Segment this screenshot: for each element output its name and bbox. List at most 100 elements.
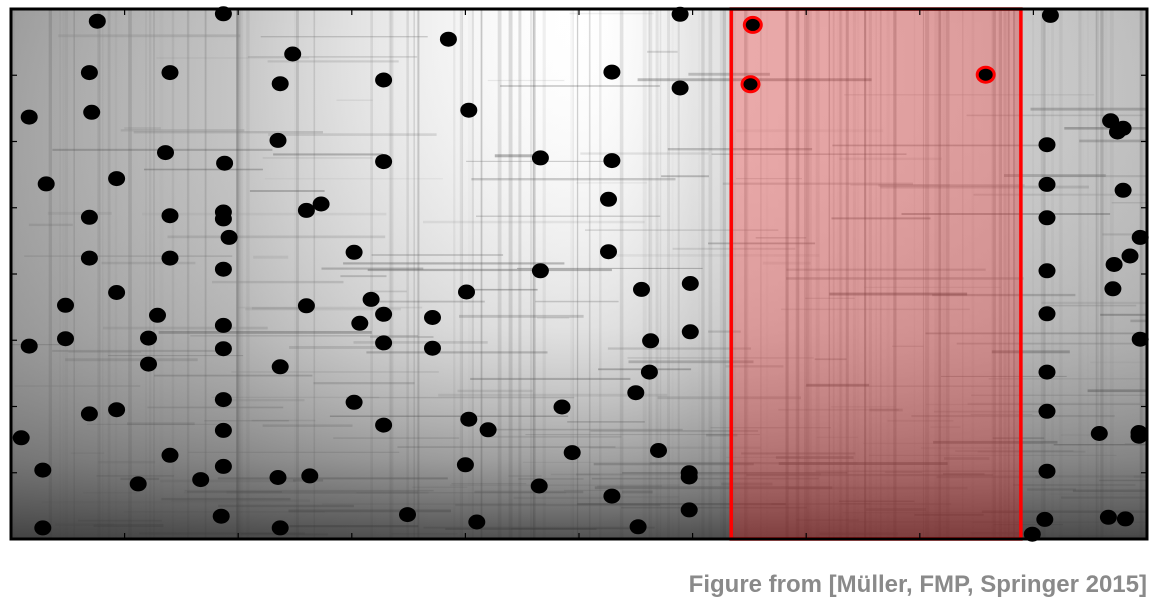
peak-point xyxy=(297,202,315,218)
peak-point-highlighted xyxy=(740,75,761,94)
peak-point xyxy=(362,291,380,307)
peak-point xyxy=(108,171,126,187)
peak-point xyxy=(642,333,660,349)
peak-point xyxy=(531,150,549,166)
peak-point xyxy=(161,447,179,463)
peak-point xyxy=(563,445,581,461)
peak-point xyxy=(297,298,315,314)
peak-point xyxy=(375,335,393,351)
peak-point xyxy=(375,72,393,88)
peak-point xyxy=(269,470,287,485)
peak-point xyxy=(129,476,147,492)
peak-point xyxy=(633,281,650,297)
peak-point xyxy=(1038,176,1056,192)
peak-point xyxy=(650,443,667,458)
peak-point xyxy=(424,340,441,356)
peak-point xyxy=(161,208,179,224)
peak-point xyxy=(627,385,645,401)
peak-point xyxy=(108,402,126,418)
peak-point-highlighted xyxy=(742,15,763,34)
peak-point xyxy=(161,250,179,266)
peak-point xyxy=(20,109,38,125)
peak-point xyxy=(34,462,52,478)
peak-point xyxy=(140,330,157,346)
peak-point xyxy=(37,176,55,192)
peak-point xyxy=(108,285,126,300)
peak-point xyxy=(640,364,658,380)
peak-point xyxy=(1102,113,1120,129)
peak-point xyxy=(458,284,475,300)
peak-point xyxy=(34,520,52,536)
peak-point xyxy=(1116,511,1134,527)
peak-point xyxy=(553,399,571,415)
peak-point xyxy=(214,458,232,474)
peak-point xyxy=(375,306,393,322)
peak-point xyxy=(1121,248,1139,264)
peak-point xyxy=(1038,137,1056,153)
peak-point xyxy=(681,324,699,340)
peak-point xyxy=(157,145,174,161)
peak-point xyxy=(531,263,549,279)
peak-point xyxy=(1038,210,1056,226)
peak-point-highlighted xyxy=(975,65,996,84)
peak-point xyxy=(214,341,232,357)
peak-point xyxy=(1038,306,1056,322)
peak-point xyxy=(680,502,698,518)
peak-point xyxy=(284,46,302,62)
peak-point xyxy=(149,307,166,323)
peak-point xyxy=(603,153,621,169)
peak-point xyxy=(479,422,497,438)
peak-point xyxy=(216,155,234,171)
peak-point xyxy=(1038,263,1056,279)
peak-point xyxy=(1038,364,1056,380)
peak-point xyxy=(1105,257,1123,272)
peak-point xyxy=(192,472,210,488)
peak-point xyxy=(530,478,548,494)
peak-point xyxy=(600,191,617,207)
peak-point xyxy=(80,250,98,266)
peak-point xyxy=(351,315,369,331)
peak-point xyxy=(375,154,393,170)
peak-point xyxy=(345,394,363,410)
peak-point xyxy=(301,468,319,484)
peak-point xyxy=(603,64,621,80)
highlight-region-fill xyxy=(731,9,1021,539)
peak-point xyxy=(1090,426,1108,441)
peak-point xyxy=(271,359,289,375)
spectrogram-figure xyxy=(9,6,1149,542)
peak-point xyxy=(57,331,74,347)
peak-point xyxy=(399,507,416,523)
peak-point xyxy=(468,514,486,530)
peak-point xyxy=(12,430,30,446)
peak-point xyxy=(600,244,617,260)
peak-point xyxy=(681,276,699,291)
peak-point xyxy=(271,520,289,536)
peak-point xyxy=(88,13,106,29)
peak-point xyxy=(439,31,457,47)
peak-point xyxy=(1130,425,1148,440)
peak-point xyxy=(1038,403,1056,419)
peak-point xyxy=(1104,281,1122,297)
peak-point xyxy=(269,132,287,148)
peak-point xyxy=(140,356,157,372)
peak-point xyxy=(1036,511,1054,527)
peak-point xyxy=(680,465,698,481)
peak-points xyxy=(12,6,1149,542)
peak-point xyxy=(214,392,232,408)
peak-point xyxy=(80,209,98,225)
peak-point xyxy=(671,6,689,22)
peak-point xyxy=(424,310,441,325)
peak-point xyxy=(214,422,232,438)
peak-point xyxy=(456,457,474,473)
peak-point xyxy=(20,338,38,354)
peak-point xyxy=(80,406,98,422)
peak-point xyxy=(271,76,289,92)
peak-point xyxy=(1041,7,1059,23)
peak-point xyxy=(1131,229,1149,245)
peak-point xyxy=(1114,120,1132,136)
peak-point xyxy=(312,196,330,212)
peak-point xyxy=(1131,331,1149,347)
peak-point xyxy=(212,508,230,524)
peak-point xyxy=(671,80,689,96)
peak-point xyxy=(460,411,478,427)
